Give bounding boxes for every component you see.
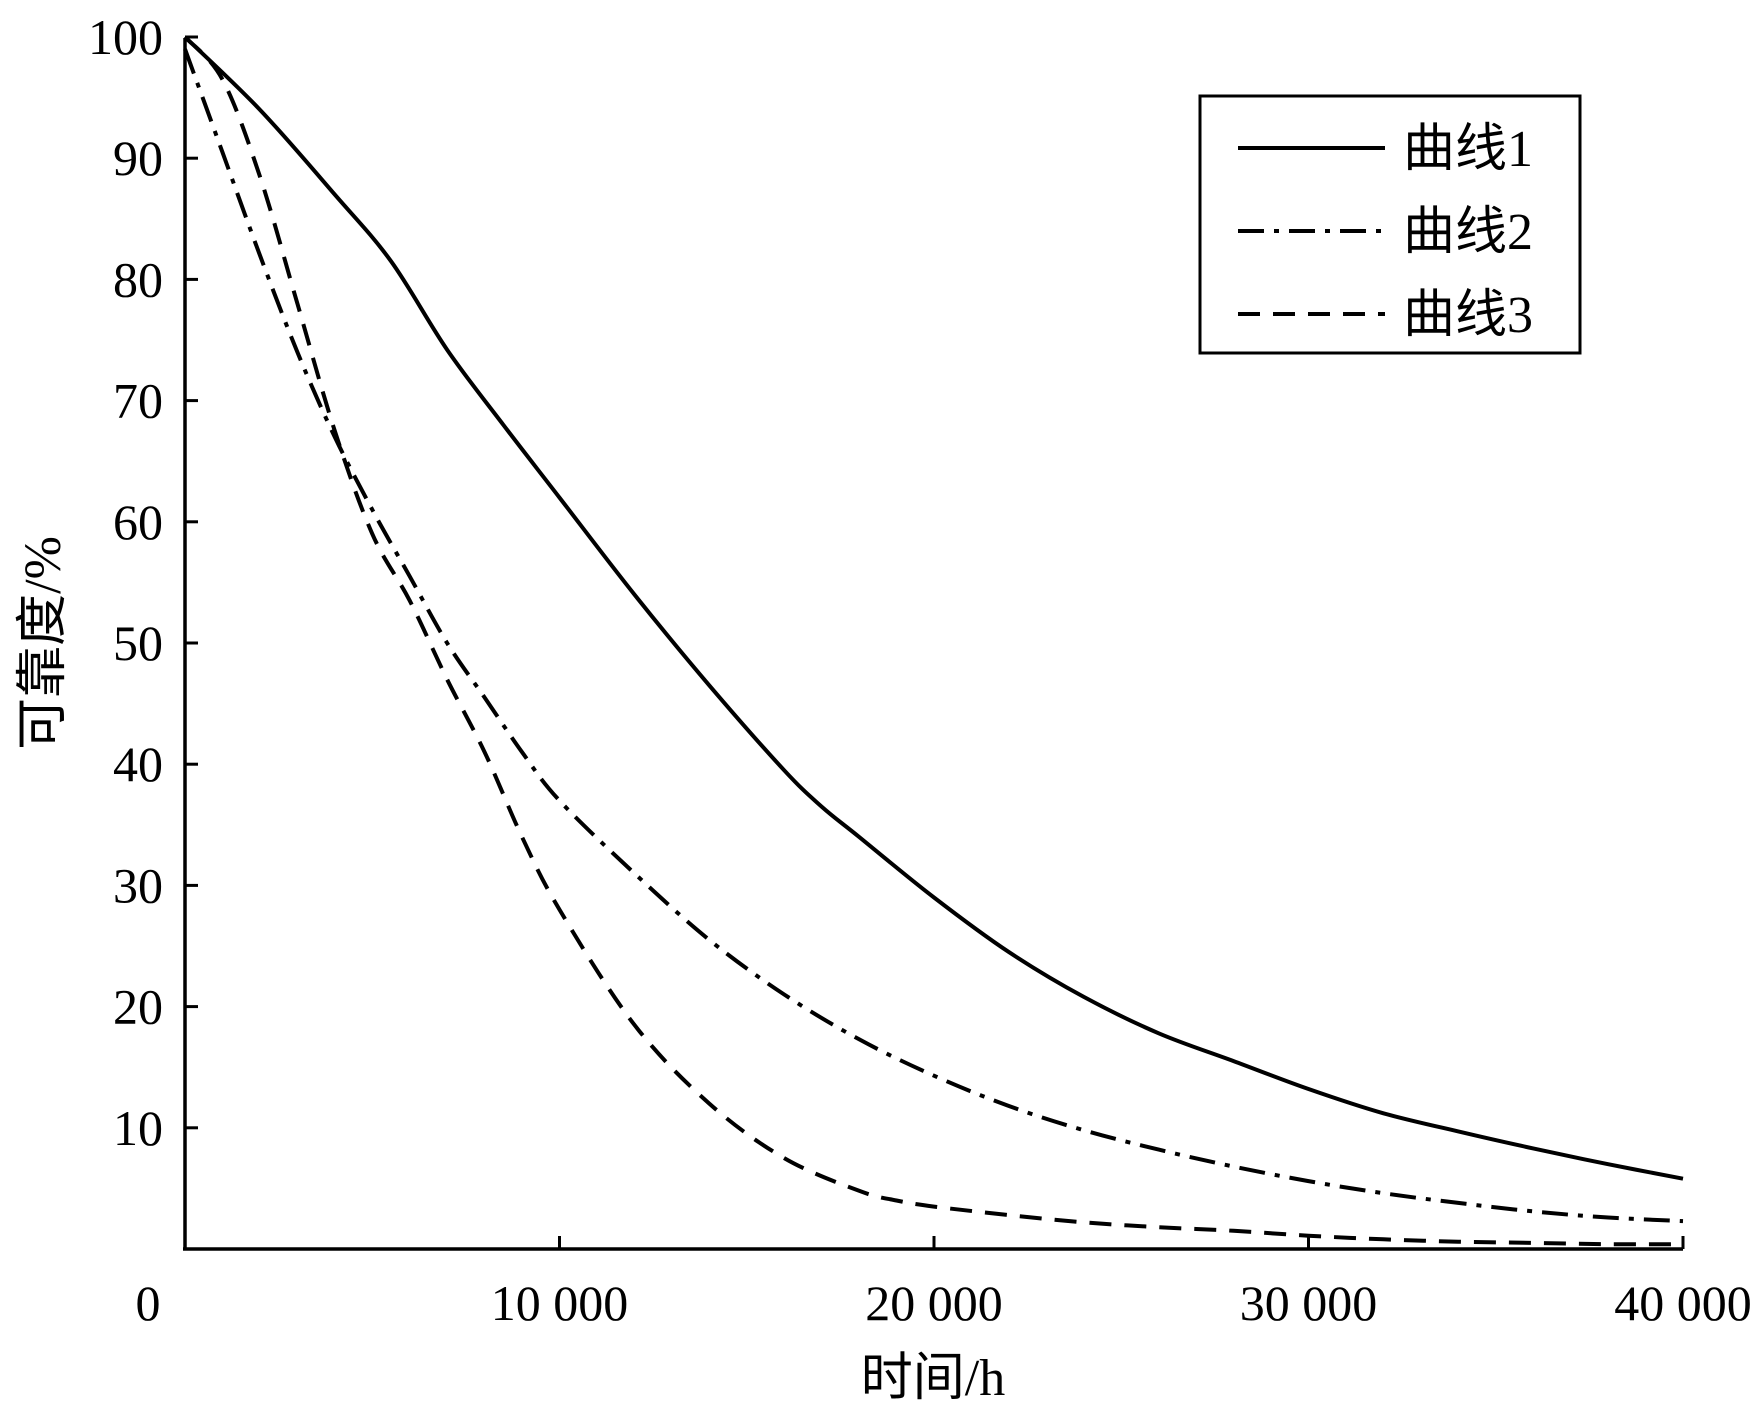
legend-label-3: 曲线3 [1403, 287, 1533, 344]
x-tick-label: 40 000 [1614, 1275, 1752, 1331]
y-axis-label: 可靠度/% [15, 536, 72, 750]
series-line-1 [183, 35, 1684, 1181]
y-tick-label: 20 [113, 979, 163, 1035]
series-line-2 [183, 48, 1684, 1224]
y-ticks: 10 20 30 40 50 60 70 80 90 100 [88, 9, 198, 1156]
legend-label-2: 曲线2 [1403, 204, 1533, 261]
y-tick-label: 70 [113, 373, 163, 429]
legend: 曲线1 曲线2 曲线3 [1198, 94, 1582, 355]
series-line-3 [183, 35, 1684, 1247]
x-tick-label: 30 000 [1240, 1275, 1378, 1331]
y-tick-label: 90 [113, 130, 163, 186]
y-tick-label: 40 [113, 736, 163, 792]
y-tick-label: 30 [113, 857, 163, 913]
x-tick-label: 10 000 [491, 1275, 629, 1331]
y-tick-label: 10 [113, 1100, 163, 1156]
y-tick-label: 60 [113, 494, 163, 550]
x-ticks: 0 10 000 20 000 30 000 40 000 [136, 1236, 1752, 1331]
y-tick-label: 100 [88, 9, 163, 65]
series-lines [183, 35, 1684, 1247]
y-tick-label: 80 [113, 251, 163, 307]
x-tick-label: 20 000 [865, 1275, 1003, 1331]
x-axis-label: 时间/h [861, 1350, 1005, 1407]
y-tick-label: 50 [113, 615, 163, 671]
x-tick-label: 0 [136, 1275, 161, 1331]
legend-box [1198, 94, 1582, 355]
legend-label-1: 曲线1 [1403, 121, 1533, 178]
